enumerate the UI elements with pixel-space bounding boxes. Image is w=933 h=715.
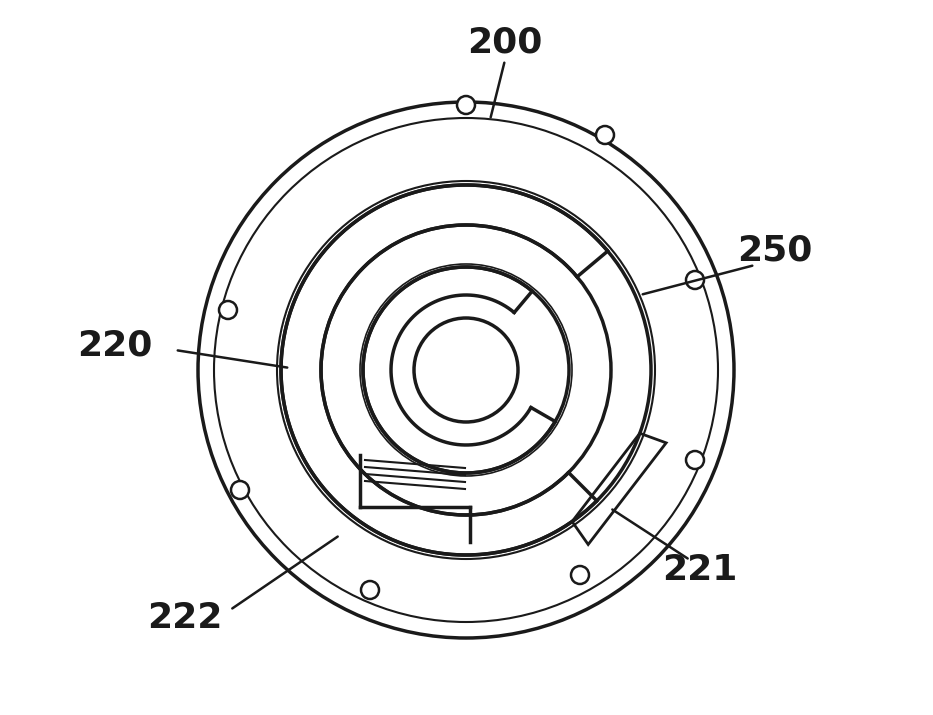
Text: 222: 222	[147, 601, 223, 635]
Circle shape	[686, 451, 704, 469]
Circle shape	[571, 566, 589, 584]
Circle shape	[231, 481, 249, 499]
Text: 220: 220	[77, 328, 153, 362]
Text: 200: 200	[467, 25, 543, 59]
Circle shape	[457, 96, 475, 114]
Circle shape	[219, 301, 237, 319]
Circle shape	[596, 126, 614, 144]
Circle shape	[361, 581, 379, 599]
Text: 221: 221	[662, 553, 738, 587]
Text: 250: 250	[737, 233, 813, 267]
Circle shape	[686, 271, 704, 289]
